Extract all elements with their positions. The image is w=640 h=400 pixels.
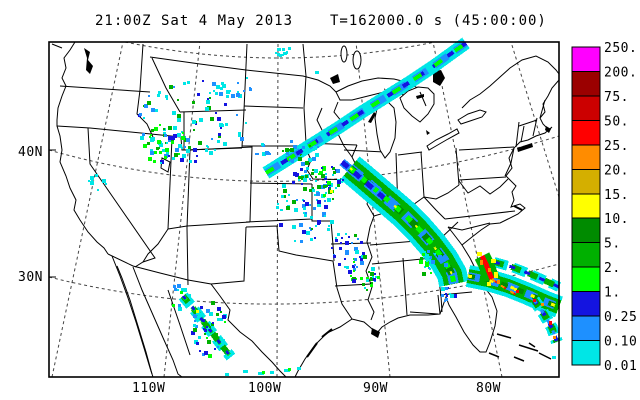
precip-feature-nm-border-specks [172, 284, 191, 311]
precip-feature-gulf-green-specks [262, 368, 291, 374]
colorbar-box [571, 315, 601, 342]
precip-feature-nevada-specks [88, 174, 107, 191]
lon-label-110w: 110W [132, 381, 165, 396]
colorbar-label: 20. [604, 163, 629, 178]
precip-feature-georgia-cell-tail [491, 278, 519, 297]
colorbar-label: 1. [604, 286, 621, 301]
precip-feature-orange-cores [480, 260, 556, 339]
precip-feature-swath-nw-blue-edge [339, 158, 387, 202]
colorbar-label: 250. [604, 41, 637, 56]
colorbar-box [571, 119, 601, 146]
precip-feature-northern-plains-band [262, 37, 470, 179]
colorbar-box [571, 217, 601, 244]
basemap-us-states [51, 41, 560, 378]
lat-label-40n: 40N [18, 145, 43, 160]
precip-feature-nw-florida-specks [441, 287, 457, 302]
colorbar-box [571, 71, 601, 97]
precip-feature-gulf-coast-specks [225, 47, 556, 376]
colorbar-box [571, 291, 601, 317]
colorbar-box [571, 144, 601, 170]
colorbar-legend: 250. 200. 75. 50. 25. 20. 15. 10. 5. 2. 1. 0.25 0.10… [571, 41, 637, 374]
lon-label-100w: 100W [248, 381, 281, 396]
precip-feature-idaho-utah-showers [142, 124, 191, 164]
colorbar-label: 0.01 [604, 359, 637, 374]
model-time-label: T=162000.0 s (45:00:00) [330, 13, 547, 29]
colorbar-label: 5. [604, 237, 621, 252]
precip-feature-wyoming-east-specks [255, 143, 271, 156]
timestamp-title: 21:00Z Sat 4 May 2013 [95, 13, 293, 29]
precip-feature-northwest-showers [138, 80, 247, 163]
lat-tick-marks [49, 149, 56, 278]
colorbar-label: 2. [604, 261, 621, 276]
colorbar-label: 200. [604, 66, 637, 81]
lon-label-90w: 90W [363, 381, 388, 396]
precip-feature-red-cores [516, 290, 552, 325]
colorbar-box [571, 340, 601, 366]
colorbar-label: 15. [604, 188, 629, 203]
colorbar-label: 75. [604, 90, 629, 105]
precip-feature-oklahoma-arkansas-showers [331, 233, 365, 271]
colorbar-box [571, 242, 601, 268]
precip-feature-north-montana-specks [212, 77, 252, 98]
colorbar-label: 25. [604, 139, 629, 154]
colorbar-box [571, 95, 601, 121]
colorbar-box [571, 266, 601, 293]
colorbar-box [571, 46, 601, 72]
precip-feature-south-georgia-cells [419, 250, 448, 276]
colorbar-label: 0.25 [604, 310, 637, 325]
precip-feature-arkansas-louisiana-cells [348, 255, 380, 291]
colorbar-label: 10. [604, 212, 629, 227]
precipitation-overlay [88, 37, 563, 376]
precip-feature-georgia-cell-core [474, 252, 500, 283]
precip-feature-minnesota-tail [282, 140, 319, 166]
colorbar-box [571, 168, 601, 195]
precip-feature-yellow-cores [196, 190, 517, 313]
axis-labels: 40N 30N 110W 100W 90W 80W [18, 145, 501, 396]
colorbar-label: 50. [604, 114, 629, 129]
colorbar-box [571, 193, 601, 219]
lat-label-30n: 30N [18, 270, 43, 285]
colorbar-label: 0.10 [604, 335, 637, 350]
map-frame [48, 41, 560, 378]
precip-feature-se-atlantic-upper-arm [492, 257, 562, 292]
lon-label-80w: 80W [476, 381, 501, 396]
precip-feature-se-atlantic-lower-arm [529, 296, 563, 345]
